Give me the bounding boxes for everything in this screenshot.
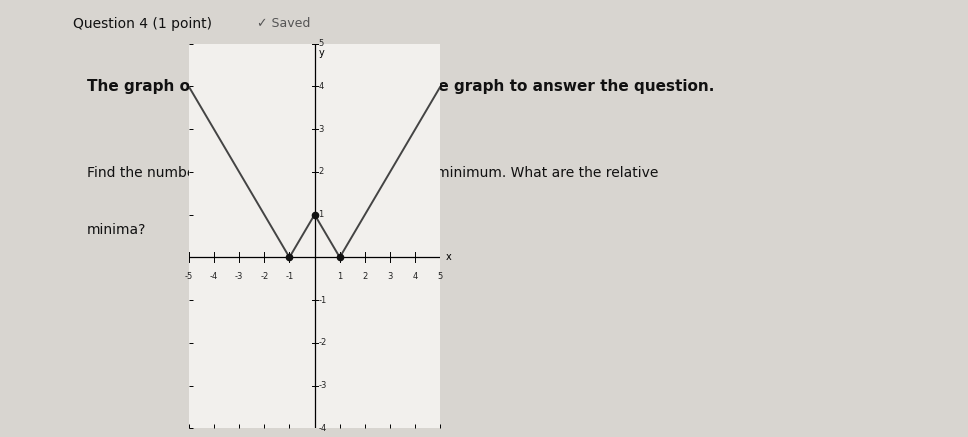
Text: -3: -3 [318,381,327,390]
Text: -1: -1 [318,295,326,305]
Text: -4: -4 [318,424,326,433]
Text: 2: 2 [318,167,323,177]
Text: -2: -2 [318,338,326,347]
Text: -1: -1 [286,272,293,281]
Text: Find the numbers, if any, at which f has a relative minimum. What are the relati: Find the numbers, if any, at which f has… [87,166,658,180]
Text: 5: 5 [438,272,443,281]
Text: -3: -3 [235,272,243,281]
Text: 1: 1 [337,272,343,281]
Text: Question 4 (1 point): Question 4 (1 point) [73,17,212,31]
Text: -2: -2 [260,272,268,281]
Text: 3: 3 [387,272,393,281]
Text: ✓ Saved: ✓ Saved [257,17,310,31]
Text: 1: 1 [318,210,323,219]
Text: x: x [445,252,451,262]
Text: 4: 4 [412,272,418,281]
Text: 5: 5 [318,39,323,48]
Text: 3: 3 [318,125,323,134]
Text: 4: 4 [318,82,323,91]
Text: -5: -5 [185,272,193,281]
Text: -4: -4 [210,272,218,281]
Text: y: y [318,48,324,58]
Text: minima?: minima? [87,223,146,237]
Text: 2: 2 [362,272,368,281]
Text: The graph of a function f is given. Use the graph to answer the question.: The graph of a function f is given. Use … [87,79,714,94]
